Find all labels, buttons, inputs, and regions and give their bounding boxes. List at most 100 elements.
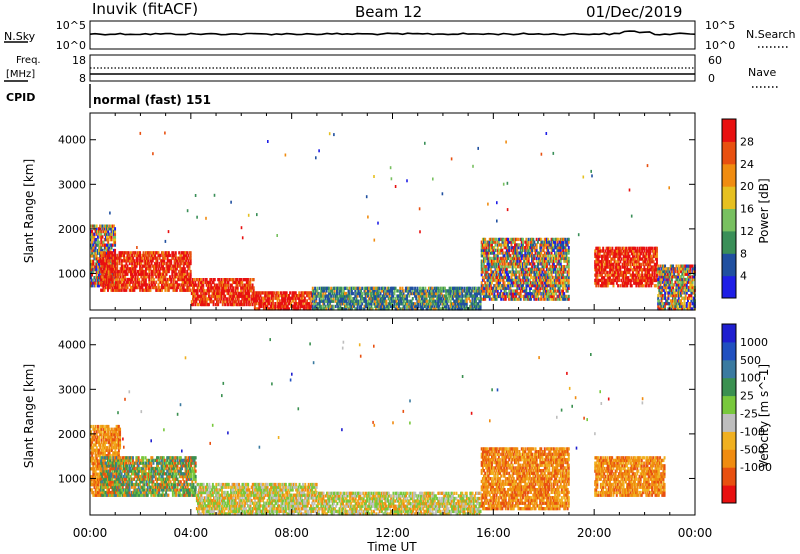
echo-cell [172, 280, 175, 284]
echo-cell [211, 280, 214, 285]
echo-cell [294, 302, 297, 306]
echo-cell [151, 253, 154, 258]
echo-cell [666, 280, 669, 284]
echo-cell [680, 275, 683, 279]
echo-cell [505, 237, 508, 242]
echo-cell [120, 251, 123, 255]
echo-cell [469, 299, 472, 303]
echo-cell [133, 288, 136, 292]
echo-cell [132, 259, 135, 263]
echo-cell [188, 264, 191, 268]
echo-cell [342, 307, 345, 311]
echo-cell [98, 284, 100, 288]
echo-cell [252, 300, 255, 304]
echo-cell [552, 278, 555, 282]
echo-cell [203, 300, 206, 304]
echo-cell [602, 284, 605, 288]
echo-cell [442, 307, 445, 311]
echo-cell [173, 253, 176, 258]
echo-cell [94, 278, 97, 282]
echo-cell [188, 251, 191, 255]
echo-cell [527, 294, 530, 299]
echo-cell [483, 259, 485, 263]
echo-cell [564, 243, 567, 247]
echo-cell [485, 270, 488, 274]
echo-cell [601, 249, 603, 253]
echo-cell [434, 299, 437, 303]
echo-cell [509, 256, 512, 261]
echo-cell [447, 289, 450, 293]
echo-cell [518, 292, 521, 296]
echo-cell [508, 286, 511, 290]
echo-cell [216, 283, 218, 287]
echo-cell [677, 296, 680, 300]
echo-cell [266, 299, 269, 303]
echo-cell [542, 259, 545, 263]
echo-cell [463, 299, 466, 303]
echo-cell [239, 283, 241, 287]
echo-cell [197, 283, 200, 287]
echo-cell [509, 237, 512, 242]
echo-cell [105, 272, 108, 276]
echo-cell [430, 304, 433, 309]
echo-cell [487, 286, 490, 290]
echo-cell [256, 291, 259, 295]
echo-cell [448, 297, 451, 301]
echo-cell [323, 302, 326, 306]
echo-cell [544, 254, 547, 258]
echo-cell [518, 259, 521, 263]
echo-cell [610, 252, 613, 256]
echo-cell [93, 276, 96, 280]
echo-cell [439, 297, 442, 301]
echo-cell [473, 286, 476, 290]
echo-cell [159, 272, 162, 276]
echo-cell [239, 294, 241, 298]
echo-cell [220, 294, 223, 298]
echo-cell [322, 302, 325, 306]
echo-cell [539, 270, 542, 274]
echo-cell [104, 238, 107, 242]
echo-cell [211, 300, 214, 304]
echo-cell [430, 286, 433, 290]
echo-cell [635, 278, 638, 283]
echo-cell [306, 291, 309, 295]
echo-cell [128, 277, 131, 282]
echo-cell [505, 286, 508, 290]
echo-cell [157, 253, 160, 258]
freq-tick-high: 18 [72, 54, 86, 67]
echo-cell [554, 246, 557, 250]
echo-cell [416, 286, 419, 290]
echo-cell [183, 277, 186, 282]
echo-cell [557, 289, 560, 293]
echo-cell [236, 280, 239, 285]
echo-cell [257, 296, 260, 300]
echo-cell [564, 284, 567, 288]
echo-cell [449, 289, 452, 293]
echo-cell [177, 277, 179, 282]
echo-cell [511, 284, 514, 288]
echo-cell [614, 265, 617, 269]
echo-cell [611, 278, 614, 283]
echo-cell [661, 280, 664, 284]
echo-cell [120, 267, 123, 271]
echo-cell [555, 237, 558, 242]
echo-cell [650, 284, 653, 288]
echo-cell [605, 284, 608, 288]
echo-cell [325, 307, 328, 311]
echo-cell [352, 302, 354, 306]
echo-cell [484, 286, 487, 290]
echo-cell [511, 265, 514, 269]
echo-cell [552, 270, 555, 274]
echo-cell [222, 278, 225, 282]
echo-cell [676, 267, 679, 271]
echo-cell [543, 289, 546, 293]
echo-cell [480, 289, 483, 293]
echo-cell [205, 283, 208, 287]
echo-cell [311, 286, 314, 290]
echo-cell [656, 273, 658, 277]
echo-cell [448, 289, 451, 293]
echo-cell [442, 302, 445, 306]
echo-cell [108, 257, 111, 261]
echo-cell [379, 307, 382, 311]
echo-cell [315, 289, 318, 293]
